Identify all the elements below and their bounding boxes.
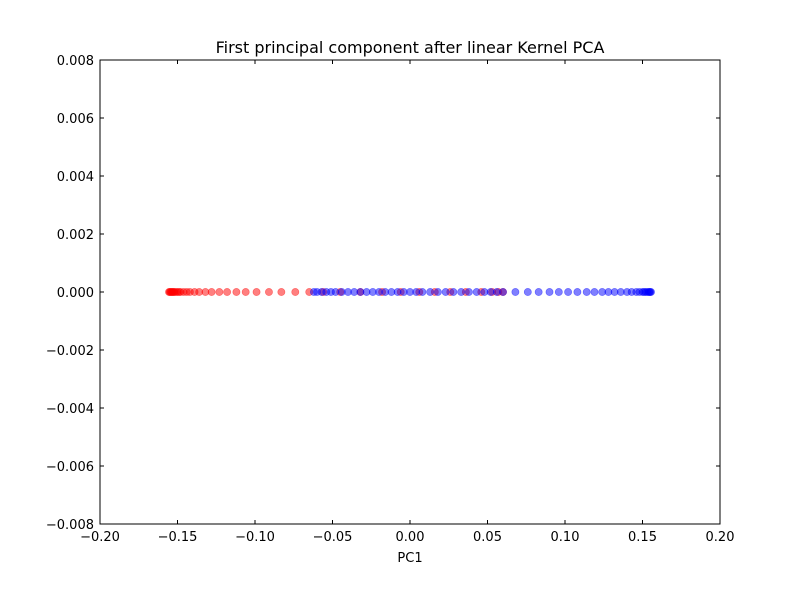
plot-frame: [99, 59, 721, 525]
data-point: [291, 288, 300, 296]
y-tick-label: 0.008: [57, 54, 94, 69]
x-tick-label: 0.20: [706, 530, 735, 545]
data-point: [472, 288, 481, 296]
data-point: [252, 288, 261, 296]
chart-title: First principal component after linear K…: [216, 38, 605, 57]
y-tick-label: 0.002: [57, 228, 94, 243]
data-point: [449, 288, 458, 296]
data-point: [241, 288, 250, 296]
y-tick-label: 0.000: [57, 286, 94, 301]
data-point: [582, 288, 591, 296]
data-point: [499, 288, 507, 296]
y-tick-label: 0.004: [57, 170, 94, 185]
y-tick-label: 0.006: [57, 112, 94, 127]
data-point: [564, 288, 572, 296]
x-tick-label: 0.10: [551, 530, 580, 545]
data-point: [277, 288, 286, 296]
data-point: [545, 288, 554, 296]
x-tick-label: 0.05: [473, 530, 502, 545]
data-point: [223, 288, 231, 296]
y-tick-label: −0.006: [46, 460, 94, 475]
x-tick-label: −0.05: [313, 530, 353, 545]
data-point: [464, 288, 473, 296]
y-tick-label: −0.002: [46, 344, 94, 359]
data-point: [511, 288, 520, 296]
ticks-layer: −0.20 −0.15 −0.10 −0.05 0.00 0.05 0.10 0.15 0.20…: [46, 54, 735, 545]
x-tick-label: −0.20: [80, 530, 120, 545]
data-point: [265, 288, 273, 296]
data-point: [534, 288, 543, 296]
data-point: [207, 288, 216, 296]
data-point: [590, 288, 599, 296]
x-tick-label: −0.10: [235, 530, 275, 545]
x-axis-label: PC1: [397, 551, 422, 566]
data-point: [573, 288, 582, 296]
data-point: [647, 288, 655, 296]
data-point: [433, 288, 442, 296]
y-tick-label: −0.008: [46, 518, 94, 533]
series-1: [309, 288, 655, 296]
data-point: [554, 288, 563, 296]
points-layer: [165, 288, 655, 296]
x-tick-label: 0.00: [396, 530, 425, 545]
data-point: [426, 288, 435, 296]
data-point: [215, 288, 224, 296]
data-point: [418, 288, 427, 296]
y-tick-label: −0.004: [46, 402, 94, 417]
x-tick-label: −0.15: [158, 530, 198, 545]
data-point: [457, 288, 466, 296]
data-point: [441, 288, 450, 296]
data-point: [232, 288, 241, 296]
x-tick-label: 0.15: [628, 530, 657, 545]
data-point: [523, 288, 532, 296]
